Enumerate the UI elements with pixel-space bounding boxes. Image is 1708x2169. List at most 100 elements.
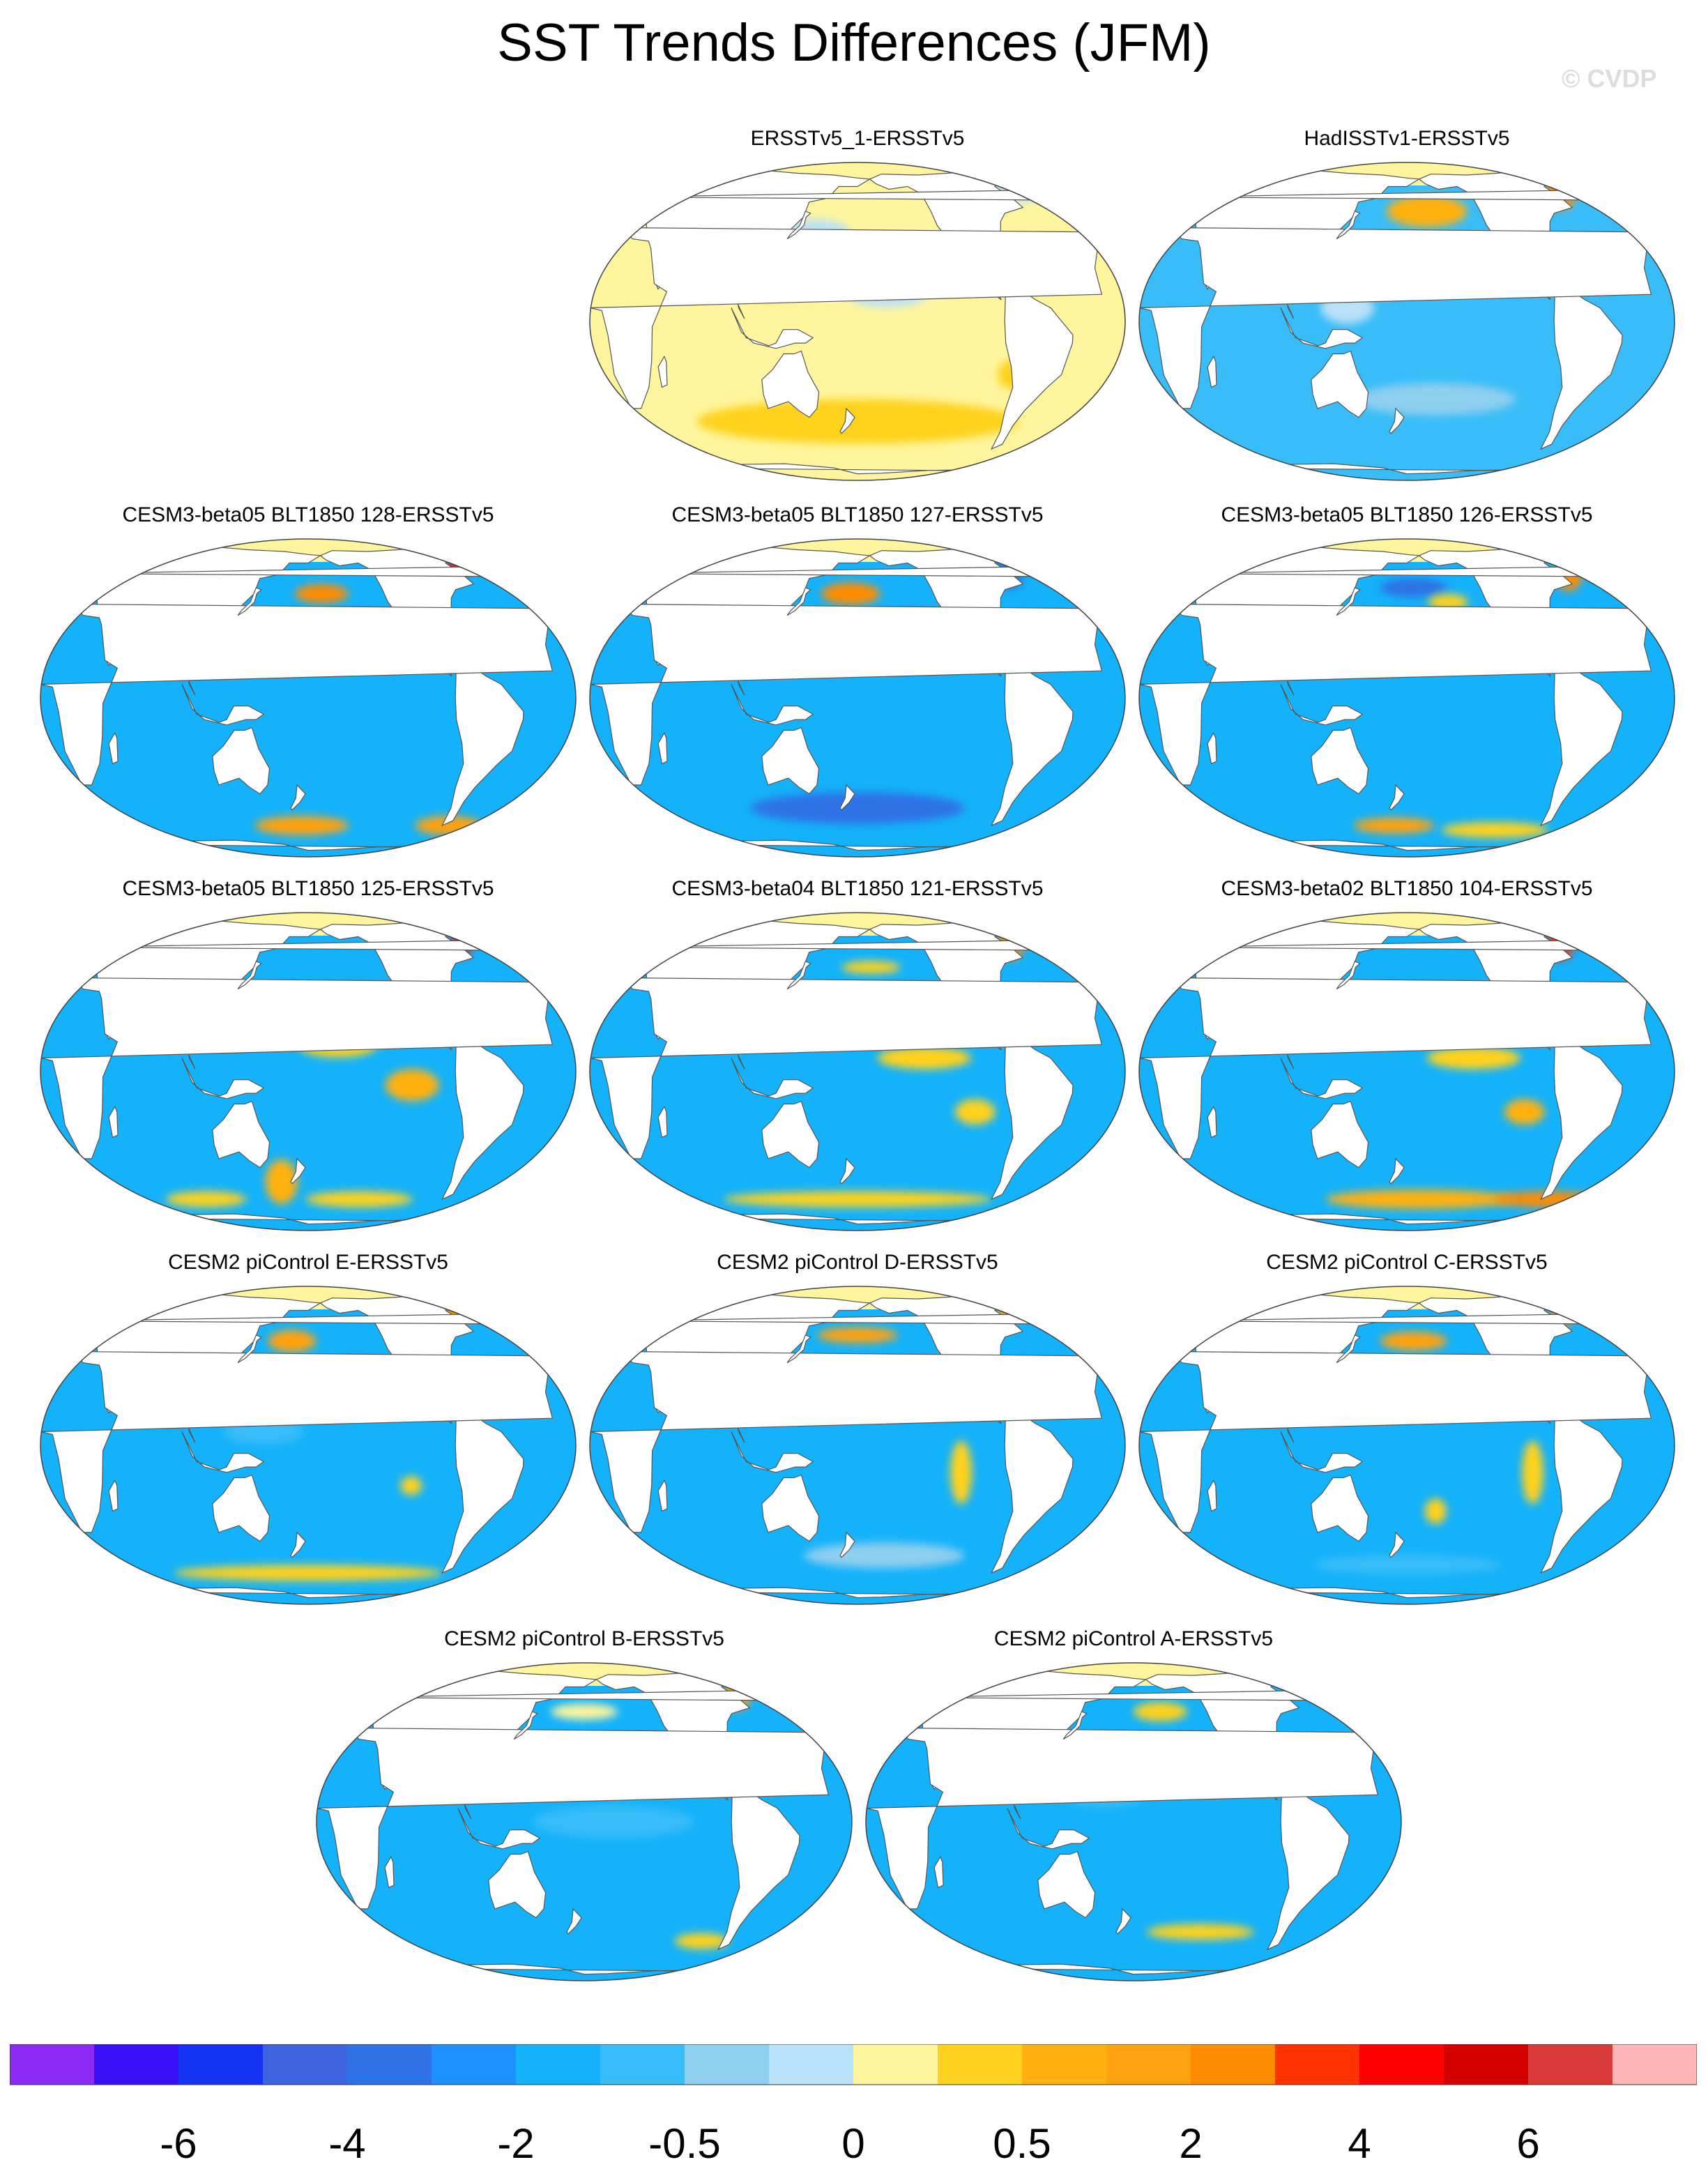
land-new-zealand (290, 1157, 306, 1185)
colorbar-swatch (263, 2044, 348, 2085)
land-new-zealand (290, 784, 306, 811)
anomaly-region (724, 1191, 991, 1208)
anomaly-region (877, 1047, 972, 1070)
colorbar-swatch (685, 2044, 770, 2085)
land-japan (237, 961, 262, 990)
land-new-zealand (839, 1531, 855, 1558)
anomaly-region (400, 1476, 422, 1496)
anomaly-region (385, 1069, 439, 1102)
land-japan (786, 211, 811, 240)
land-australia (1311, 350, 1369, 418)
anomaly-region (1522, 1440, 1543, 1505)
land-australia (1311, 1100, 1369, 1169)
colorbar-swatch (178, 2044, 264, 2085)
map-outline (1138, 162, 1675, 481)
land-indonesia (1280, 1431, 1364, 1473)
colorbar-swatch (853, 2044, 938, 2085)
land-africa (590, 1350, 1103, 1533)
panel-title: CESM3-beta05 BLT1850 126-ERSSTv5 (1221, 503, 1593, 526)
land-japan (513, 1711, 538, 1740)
map-panel: CESM2 piControl B-ERSSTv5 (312, 1627, 856, 1990)
land-south-america (441, 664, 524, 827)
colorbar-swatch (600, 2044, 685, 2085)
map-svg (316, 1662, 853, 1981)
map-panel: CESM2 piControl A-ERSSTv5 (862, 1627, 1405, 1990)
map-panel: CESM3-beta05 BLT1850 125-ERSSTv5 (36, 877, 580, 1240)
panel-title: CESM3-beta05 BLT1850 127-ERSSTv5 (671, 503, 1044, 526)
land-south-america (990, 1412, 1074, 1574)
land-madagascar (384, 1855, 395, 1889)
colorbar-swatch (1612, 2044, 1697, 2085)
colorbar-swatch (1528, 2044, 1613, 2085)
anomaly-region (1424, 1498, 1447, 1524)
panel-title: CESM3-beta04 BLT1850 121-ERSSTv5 (671, 877, 1044, 900)
land-madagascar (657, 731, 668, 765)
land-africa (1139, 1350, 1652, 1533)
land-africa (317, 1727, 830, 1910)
land-australia (488, 1850, 547, 1919)
map-outline (40, 538, 577, 858)
colorbar-tick-label: 0.5 (993, 2120, 1051, 2167)
map-outline (1138, 912, 1675, 1231)
map-svg (589, 1286, 1126, 1605)
land-africa (40, 977, 554, 1159)
map-outline (1138, 538, 1675, 858)
land-madagascar (1207, 355, 1217, 388)
map-outline (589, 912, 1126, 1231)
land-greenland (1535, 1290, 1599, 1311)
land-new-zealand (290, 1531, 306, 1558)
land-new-zealand (1389, 407, 1405, 434)
colorbar-swatch (1275, 2044, 1360, 2085)
land-australia (212, 1474, 270, 1542)
map-panel: CESM3-beta05 BLT1850 127-ERSSTv5 (586, 503, 1129, 866)
land-south-america (990, 664, 1074, 827)
page-title: SST Trends Differences (JFM) (497, 13, 1211, 73)
land-indonesia (457, 1808, 541, 1850)
map-outline (316, 1662, 853, 1981)
land-japan (1336, 211, 1361, 240)
colorbar-swatch (347, 2044, 432, 2085)
map-outline (589, 1286, 1126, 1605)
panel-title: CESM2 piControl D-ERSSTv5 (717, 1251, 998, 1274)
land-south-america (1539, 288, 1623, 450)
land-indonesia (181, 684, 265, 726)
land-madagascar (108, 1479, 119, 1512)
land-new-zealand (1389, 1157, 1405, 1185)
land-japan (1336, 961, 1361, 990)
map-svg (589, 538, 1126, 858)
colorbar-swatch (1191, 2044, 1276, 2085)
colorbar-tick-label: 4 (1348, 2120, 1371, 2167)
anomaly-region (1355, 383, 1516, 416)
colorbar-tick-label: -4 (328, 2120, 366, 2167)
land-south-america (1539, 664, 1623, 827)
land-australia (761, 350, 820, 418)
land-indonesia (1280, 684, 1364, 726)
land-greenland (1535, 916, 1599, 938)
land-new-zealand (566, 1908, 582, 1935)
land-new-zealand (839, 407, 855, 434)
land-greenland (986, 1290, 1050, 1311)
anomaly-region (305, 1191, 413, 1208)
land-greenland (1535, 542, 1599, 564)
anomaly-region (1428, 594, 1468, 610)
land-indonesia (1280, 307, 1364, 349)
land-japan (1336, 1334, 1361, 1364)
land-japan (786, 587, 811, 616)
land-australia (761, 1100, 820, 1169)
map-outline (40, 1286, 577, 1605)
colorbar-tick-label: -0.5 (648, 2120, 721, 2167)
anomaly-region (254, 816, 349, 835)
land-greenland (1262, 1666, 1326, 1688)
land-new-zealand (839, 1157, 855, 1185)
anomaly-region (696, 399, 1019, 444)
colorbar-tick-label: 0 (841, 2120, 865, 2167)
panel-title: CESM3-beta05 BLT1850 128-ERSSTv5 (122, 503, 494, 526)
land-greenland (436, 1290, 501, 1311)
map-panel: CESM3-beta04 BLT1850 121-ERSSTv5 (586, 877, 1129, 1240)
map-panel: CESM2 piControl E-ERSSTv5 (36, 1251, 580, 1613)
land-australia (212, 1100, 270, 1169)
land-madagascar (108, 1105, 119, 1139)
colorbar-swatch (1444, 2044, 1529, 2085)
land-madagascar (1207, 1479, 1217, 1512)
anomaly-region (821, 582, 880, 605)
